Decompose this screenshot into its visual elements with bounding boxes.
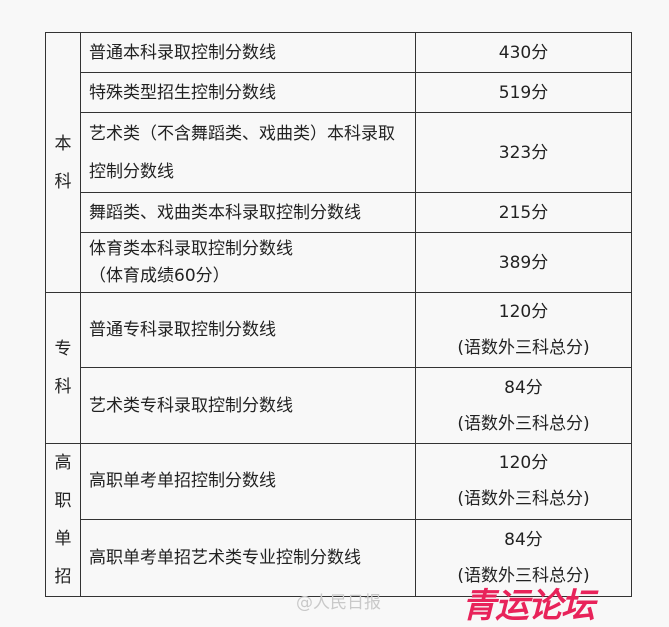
table-row: 高职单考单招艺术类专业控制分数线 84分 (语数外三科总分) [46,518,632,598]
category-label: 高 职 单 招 [54,453,72,587]
row-score: 120分 [498,453,549,474]
row-name-note: （体育成绩60分） [89,265,230,286]
row-score-cell: 84分 (语数外三科总分) [415,367,632,444]
row-score: 519分 [415,72,632,113]
watermark-source: @人民日报 [296,593,381,613]
table-row: 高 职 单 招 高职单考单招控制分数线 120分 (语数外三科总分) [45,443,632,597]
row-name: 普通专科录取控制分数线 [80,292,416,368]
row-name: 普通本科录取控制分数线 [80,32,416,73]
row-note: (语数外三科总分) [457,489,590,510]
row-score: 120分 [498,302,549,322]
row-name: 艺术类专科录取控制分数线 [80,367,416,444]
row-name: 体育类本科录取控制分数线 [89,238,293,259]
category-junior-college: 专 科 [45,292,81,444]
row-score: 84分 [504,377,543,398]
table-row: 体育类本科录取控制分数线 （体育成绩60分） 389分 [46,232,632,293]
row-note: (语数外三科总分) [457,338,590,358]
table-row: 舞蹈类、戏曲类本科录取控制分数线 215分 [46,192,632,233]
row-score: 215分 [415,192,632,233]
row-name: 特殊类型招生控制分数线 [80,72,416,113]
row-note: (语数外三科总分) [457,565,590,586]
row-score-cell: 120分 (语数外三科总分) [415,443,632,520]
category-label: 专 科 [54,339,72,397]
watermark-logo: 青运论坛 [462,586,595,626]
table-row: 艺术类专科录取控制分数线 84分 (语数外三科总分) [46,367,632,444]
row-score: 323分 [415,112,632,193]
category-label: 本 科 [54,133,72,192]
table-row: 特殊类型招生控制分数线 519分 [46,72,632,113]
row-score: 430分 [415,32,632,73]
row-score: 84分 [504,529,543,550]
row-score: 389分 [415,232,632,293]
row-name: 高职单考单招控制分数线 [80,443,416,520]
category-vocational: 高 职 单 招 [45,443,81,597]
score-table: 本 科 普通本科录取控制分数线 430分 特殊类型招生控制分数线 519分 艺术… [45,32,632,598]
row-score-cell: 84分 (语数外三科总分) [415,518,632,598]
row-name: 高职单考单招艺术类专业控制分数线 [80,518,416,598]
row-name: 艺术类（不含舞蹈类、戏曲类）本科录取控制分数线 [80,112,416,193]
row-name: 舞蹈类、戏曲类本科录取控制分数线 [80,192,416,233]
row-name-cell: 体育类本科录取控制分数线 （体育成绩60分） [80,232,416,293]
row-note: (语数外三科总分) [457,413,590,434]
row-score-cell: 120分 (语数外三科总分) [415,292,632,368]
table-row: 本 科 普通本科录取控制分数线 430分 [45,32,632,293]
category-undergraduate: 本 科 [45,32,81,293]
table-row: 艺术类（不含舞蹈类、戏曲类）本科录取控制分数线 323分 [46,112,632,193]
table-row: 专 科 普通专科录取控制分数线 120分 (语数外三科总分) [45,292,632,444]
